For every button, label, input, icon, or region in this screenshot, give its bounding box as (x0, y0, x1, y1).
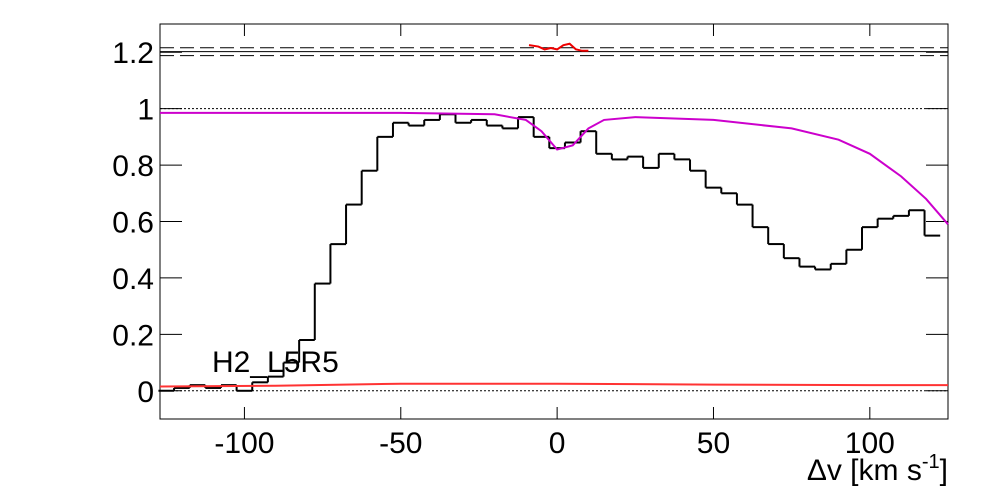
line (160, 111, 949, 225)
x-label-sup: -1 (922, 451, 940, 473)
x-tick-label: -50 (379, 427, 422, 460)
x-label-main: Δv [km s (807, 454, 922, 487)
x-tick-label: 100 (845, 427, 895, 460)
y-tick-label: 1.2 (112, 37, 154, 70)
x-tick-label: -100 (214, 427, 274, 460)
line (159, 382, 948, 388)
line (528, 42, 589, 52)
x-tick-label: 50 (697, 427, 730, 460)
y-tick-label: 1 (137, 94, 154, 127)
annotation: H2_L5R5 (212, 346, 339, 379)
y-tick-label: 0.6 (112, 207, 154, 240)
x-axis-label: Δv [km s-1] (807, 451, 948, 487)
y-tick-label: 0.8 (112, 150, 154, 183)
x-label-close: ] (940, 454, 948, 487)
y-tick-label: 0.4 (112, 263, 154, 296)
y-tick-label: 0 (137, 376, 154, 409)
y-tick-label: 0.2 (112, 319, 154, 352)
x-tick-label: 0 (549, 427, 566, 460)
